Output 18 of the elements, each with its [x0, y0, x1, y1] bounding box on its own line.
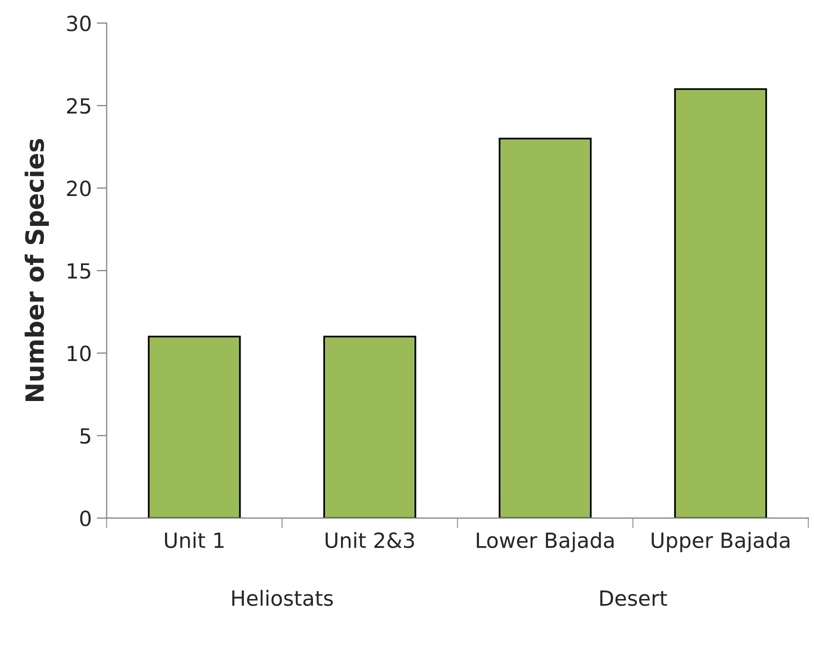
- x-tick-label: Unit 2&3: [326, 532, 414, 548]
- text: Heliostats: [232, 590, 333, 606]
- y-axis-title: Number of Species: [24, 139, 49, 402]
- bar: [674, 88, 768, 518]
- bar: [148, 336, 241, 518]
- bar: [498, 138, 592, 518]
- y-tick-label: 20: [67, 180, 91, 196]
- bar: [323, 336, 416, 518]
- x-tick-label: Lower Bajada: [476, 532, 614, 552]
- y-tick-label: 25: [67, 98, 90, 114]
- x-tick-label: Upper Bajada: [652, 532, 790, 552]
- y-tick-label: 15: [68, 263, 90, 279]
- y-tick-label: 0: [80, 510, 91, 526]
- y-tick-label: 30: [67, 16, 91, 32]
- y-tick-label: 10: [68, 346, 91, 362]
- y-tick-label: 5: [80, 428, 90, 444]
- text: Desert: [600, 590, 668, 606]
- x-tick-label: Unit 1: [165, 532, 224, 548]
